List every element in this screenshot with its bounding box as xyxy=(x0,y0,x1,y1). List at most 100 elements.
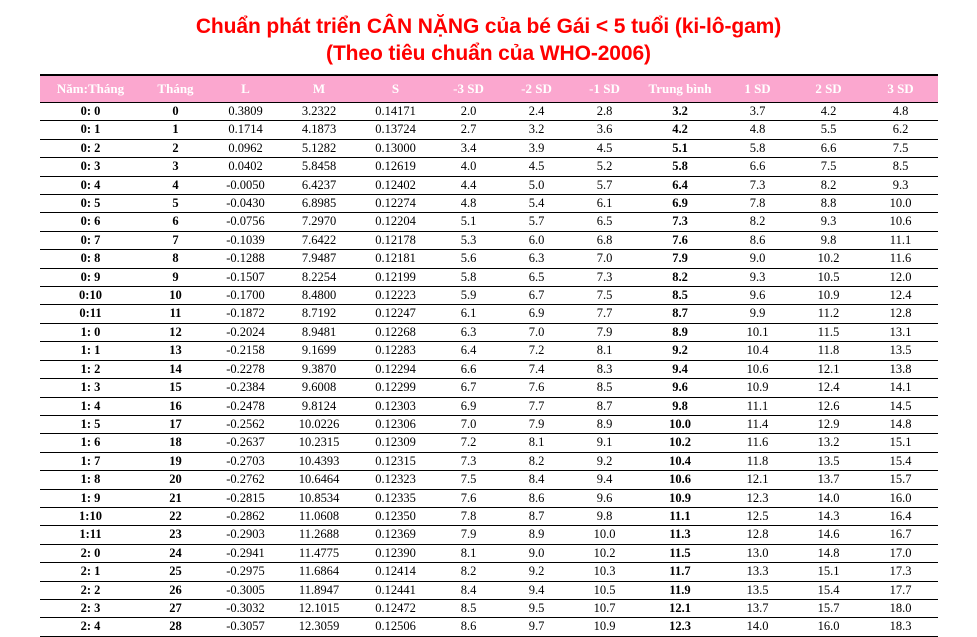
column-header-1: Tháng xyxy=(141,75,210,103)
table-row: 0: 1 1 0.1714 4.1873 0.13724 2.7 3.2 3.6 4.2 4.8 5… xyxy=(39,120,938,140)
cell-r18-c3: 10.2315 xyxy=(281,433,357,453)
cell-r0-c6: 2.4 xyxy=(502,102,571,122)
cell-r19-c2: -0.2703 xyxy=(209,452,282,472)
cell-r14-c1: 14 xyxy=(141,360,210,380)
cell-r20-c9: 12.1 xyxy=(721,470,794,490)
cell-r4-c8: 6.4 xyxy=(638,176,722,196)
cell-r5-c10: 8.8 xyxy=(793,194,864,214)
cell-r23-c3: 11.2688 xyxy=(281,525,357,545)
cell-r2-c4: 0.13000 xyxy=(356,139,435,159)
cell-r23-c1: 23 xyxy=(141,525,210,545)
cell-r19-c3: 10.4393 xyxy=(281,452,357,472)
cell-r16-c2: -0.2478 xyxy=(209,397,282,416)
cell-r8-c4: 0.12181 xyxy=(356,249,435,269)
cell-r10-c6: 6.7 xyxy=(502,286,571,306)
column-header-6: -2 SD xyxy=(502,75,571,103)
cell-r8-c10: 10.2 xyxy=(793,249,864,269)
cell-r13-c5: 6.4 xyxy=(434,341,503,361)
table-row: 1: 7 19 -0.2703 10.4393 0.12315 7.3 8.2 9.2 10.4… xyxy=(39,452,938,472)
cell-r26-c5: 8.4 xyxy=(434,581,503,600)
cell-r2-c11: 7.5 xyxy=(863,139,938,159)
cell-r21-c4: 0.12335 xyxy=(356,489,435,508)
cell-r21-c5: 7.6 xyxy=(434,489,503,508)
cell-r24-c3: 11.4775 xyxy=(281,544,357,564)
cell-r16-c7: 8.7 xyxy=(570,397,639,416)
cell-r16-c3: 9.8124 xyxy=(281,397,357,416)
cell-r28-c10: 16.0 xyxy=(793,617,864,637)
cell-r20-c11: 15.7 xyxy=(863,470,938,490)
cell-r4-c2: -0.0050 xyxy=(209,176,282,196)
cell-r17-c0: 1: 5 xyxy=(39,415,142,435)
table-row: 1: 1 13 -0.2158 9.1699 0.12283 6.4 7.2 8.1 9.2 10… xyxy=(39,341,938,361)
cell-r28-c5: 8.6 xyxy=(434,617,503,637)
cell-r20-c0: 1: 8 xyxy=(39,470,142,490)
cell-r28-c8: 12.3 xyxy=(638,617,722,637)
cell-r4-c1: 4 xyxy=(141,176,210,196)
cell-r17-c4: 0.12306 xyxy=(356,415,435,435)
cell-r7-c4: 0.12178 xyxy=(356,231,435,251)
cell-r5-c5: 4.8 xyxy=(434,194,503,214)
cell-r25-c7: 10.3 xyxy=(570,562,639,582)
cell-r13-c10: 11.8 xyxy=(793,341,864,361)
cell-r4-c11: 9.3 xyxy=(863,176,938,196)
cell-r28-c9: 14.0 xyxy=(721,617,794,637)
cell-r15-c4: 0.12299 xyxy=(356,378,435,398)
cell-r16-c0: 1: 4 xyxy=(39,397,142,416)
cell-r2-c2: 0.0962 xyxy=(209,139,282,159)
cell-r24-c0: 2: 0 xyxy=(39,544,142,564)
cell-r9-c8: 8.2 xyxy=(638,268,722,288)
cell-r13-c9: 10.4 xyxy=(721,341,794,361)
cell-r6-c7: 6.5 xyxy=(570,212,639,232)
cell-r10-c7: 7.5 xyxy=(570,286,639,306)
cell-r1-c7: 3.6 xyxy=(570,120,639,140)
cell-r24-c10: 14.8 xyxy=(793,544,864,564)
cell-r5-c2: -0.0430 xyxy=(209,194,282,214)
cell-r26-c7: 10.5 xyxy=(570,581,639,600)
cell-r26-c6: 9.4 xyxy=(502,581,571,600)
cell-r18-c0: 1: 6 xyxy=(39,433,142,453)
cell-r13-c4: 0.12283 xyxy=(356,341,435,361)
cell-r4-c5: 4.4 xyxy=(434,176,503,196)
cell-r17-c5: 7.0 xyxy=(434,415,503,435)
cell-r21-c7: 9.6 xyxy=(570,489,639,508)
table-row: 0: 3 3 0.0402 5.8458 0.12619 4.0 4.5 5.2 5.8 6.6 7… xyxy=(39,157,938,177)
cell-r16-c1: 16 xyxy=(141,397,210,416)
cell-r10-c2: -0.1700 xyxy=(209,286,282,306)
cell-r23-c11: 16.7 xyxy=(863,525,938,545)
column-header-2: L xyxy=(209,75,282,103)
cell-r20-c3: 10.6464 xyxy=(281,470,357,490)
cell-r21-c2: -0.2815 xyxy=(209,489,282,508)
cell-r0-c5: 2.0 xyxy=(434,102,503,122)
cell-r6-c6: 5.7 xyxy=(502,212,571,232)
cell-r19-c7: 9.2 xyxy=(570,452,639,472)
cell-r23-c6: 8.9 xyxy=(502,525,571,545)
cell-r15-c11: 14.1 xyxy=(863,378,938,398)
cell-r4-c6: 5.0 xyxy=(502,176,571,196)
cell-r12-c4: 0.12268 xyxy=(356,323,435,343)
cell-r22-c4: 0.12350 xyxy=(356,507,435,527)
cell-r9-c10: 10.5 xyxy=(793,268,864,288)
cell-r18-c6: 8.1 xyxy=(502,433,571,453)
cell-r15-c0: 1: 3 xyxy=(39,378,142,398)
cell-r15-c9: 10.9 xyxy=(721,378,794,398)
cell-r22-c5: 7.8 xyxy=(434,507,503,527)
page-title-line-2: (Theo tiêu chuẩn của WHO-2006) xyxy=(326,42,651,65)
column-header-10: 2 SD xyxy=(793,75,864,103)
cell-r25-c0: 2: 1 xyxy=(39,562,142,582)
cell-r10-c4: 0.12223 xyxy=(356,286,435,306)
cell-r18-c5: 7.2 xyxy=(434,433,503,453)
cell-r19-c6: 8.2 xyxy=(502,452,571,472)
cell-r21-c10: 14.0 xyxy=(793,489,864,508)
cell-r24-c11: 17.0 xyxy=(863,544,938,564)
cell-r18-c4: 0.12309 xyxy=(356,433,435,453)
cell-r9-c7: 7.3 xyxy=(570,268,639,288)
table-row: 0:11 11 -0.1872 8.7192 0.12247 6.1 6.9 7.7 8.7 9.… xyxy=(39,304,938,324)
cell-r26-c1: 26 xyxy=(141,581,210,600)
cell-r0-c3: 3.2322 xyxy=(281,102,357,122)
cell-r3-c7: 5.2 xyxy=(570,157,639,177)
cell-r15-c5: 6.7 xyxy=(434,378,503,398)
cell-r22-c0: 1:10 xyxy=(39,507,142,527)
cell-r27-c4: 0.12472 xyxy=(356,599,435,619)
cell-r3-c9: 6.6 xyxy=(721,157,794,177)
cell-r21-c11: 16.0 xyxy=(863,489,938,508)
